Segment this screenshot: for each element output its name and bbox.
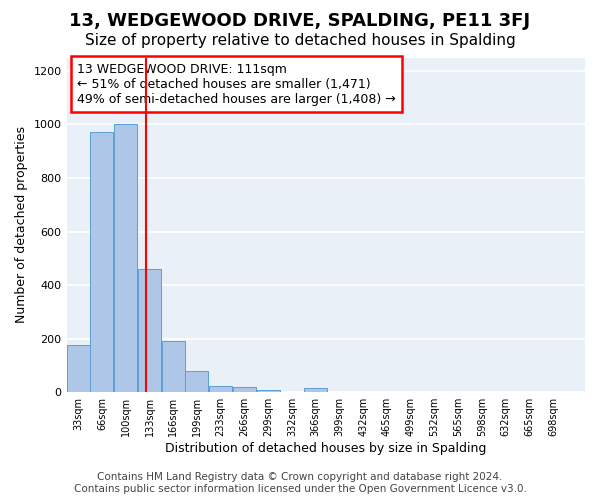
Text: Size of property relative to detached houses in Spalding: Size of property relative to detached ho… (85, 32, 515, 48)
Bar (138, 269, 161, 392)
Text: 13, WEDGEWOOD DRIVE, SPALDING, PE11 3FJ: 13, WEDGEWOOD DRIVE, SPALDING, PE11 3FJ (70, 12, 530, 30)
X-axis label: Distribution of detached houses by size in Spalding: Distribution of detached houses by size … (165, 442, 487, 455)
Bar (304, 388, 327, 392)
Text: Contains HM Land Registry data © Crown copyright and database right 2024.
Contai: Contains HM Land Registry data © Crown c… (74, 472, 526, 494)
Bar (114, 124, 137, 392)
Bar (161, 342, 185, 392)
Bar (185, 371, 208, 392)
Bar (257, 390, 280, 392)
Bar (67, 346, 90, 392)
Text: 13 WEDGEWOOD DRIVE: 111sqm
← 51% of detached houses are smaller (1,471)
49% of s: 13 WEDGEWOOD DRIVE: 111sqm ← 51% of deta… (77, 62, 395, 106)
Bar (90, 132, 113, 392)
Bar (209, 386, 232, 392)
Bar (233, 388, 256, 392)
Y-axis label: Number of detached properties: Number of detached properties (15, 126, 28, 324)
